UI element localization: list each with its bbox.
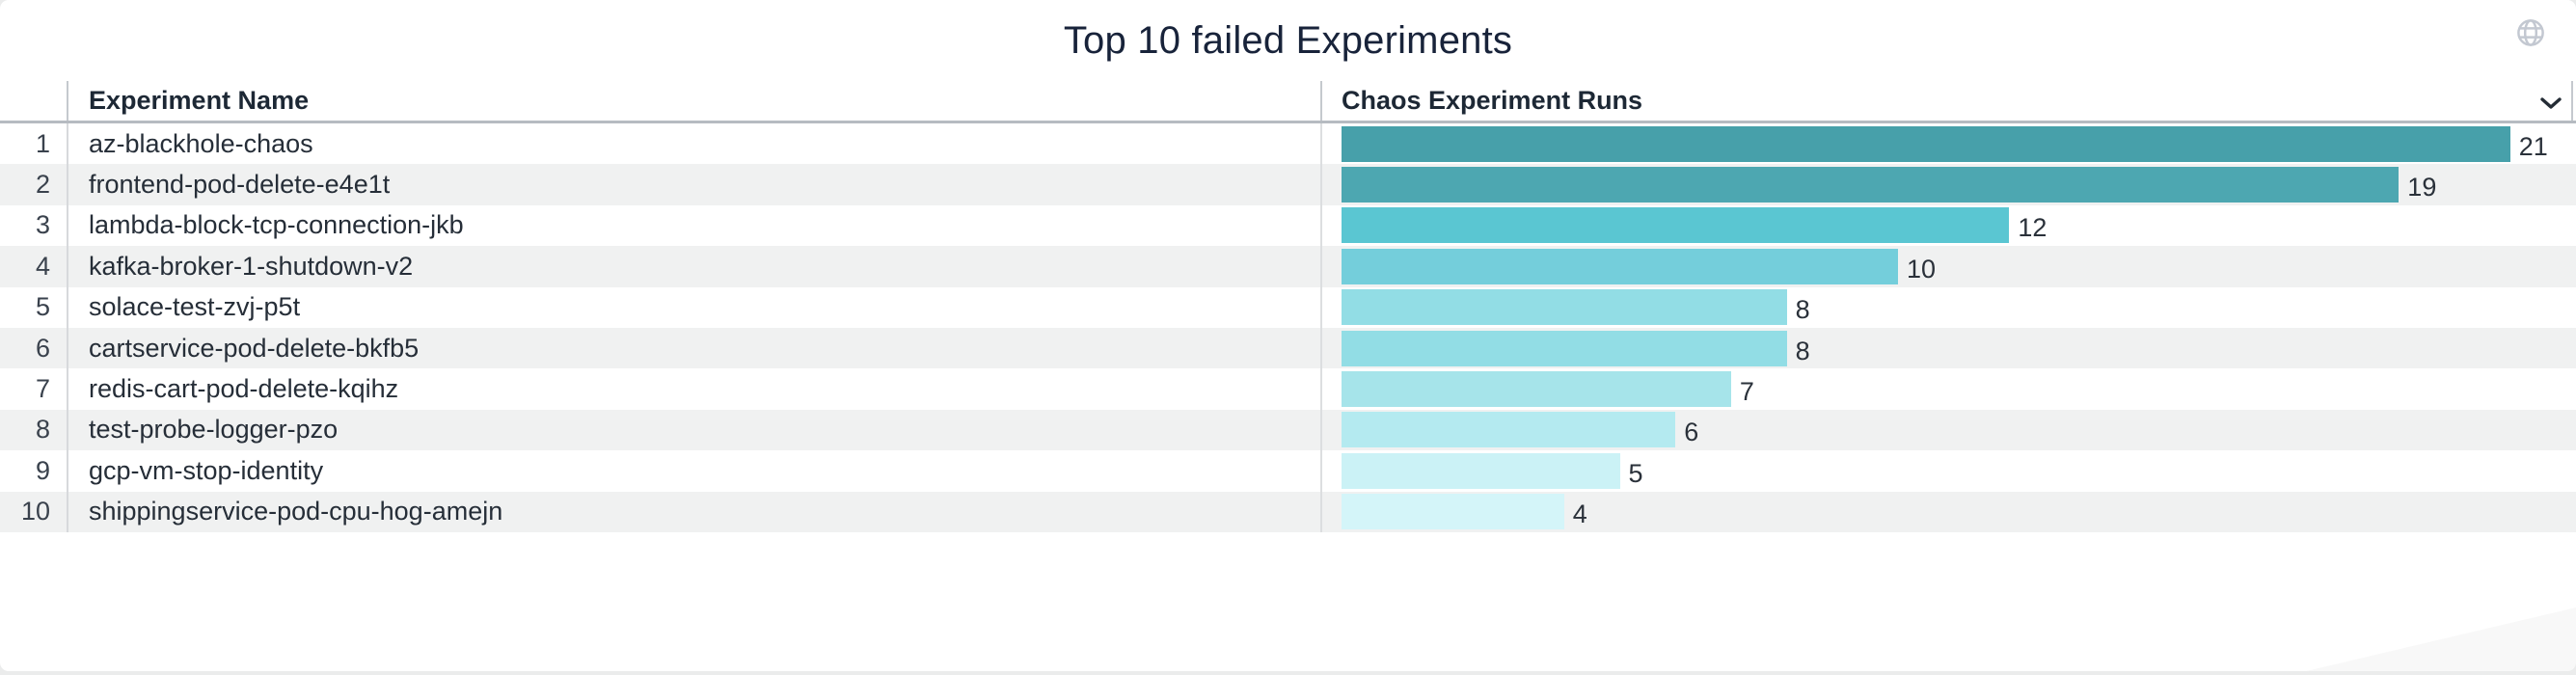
table-row: 6 cartservice-pod-delete-bkfb5 8 xyxy=(0,327,2576,369)
row-rank: 7 xyxy=(0,368,68,410)
row-rank: 6 xyxy=(0,327,68,369)
runs-cell: 6 xyxy=(1322,410,2576,450)
globe-icon xyxy=(2517,19,2544,46)
bar[interactable] xyxy=(1342,167,2400,203)
table-row: 4 kafka-broker-1-shutdown-v2 10 xyxy=(0,246,2576,287)
table-row: 5 solace-test-zvj-p5t 8 xyxy=(0,286,2576,328)
row-rank: 2 xyxy=(0,164,68,205)
table-row: 9 gcp-vm-stop-identity 5 xyxy=(0,450,2576,492)
runs-cell: 7 xyxy=(1322,368,2576,409)
bar-value-label: 7 xyxy=(1739,377,1754,407)
experiment-name: shippingservice-pod-cpu-hog-amejn xyxy=(68,491,1322,532)
bar-value-label: 19 xyxy=(2407,173,2437,202)
experiment-name: frontend-pod-delete-e4e1t xyxy=(68,164,1322,205)
row-rank: 8 xyxy=(0,409,68,451)
bar-value-label: 21 xyxy=(2518,131,2548,161)
runs-cell: 12 xyxy=(1322,205,2576,246)
bar[interactable] xyxy=(1342,248,1898,284)
table-header-row: Experiment Name Chaos Experiment Runs xyxy=(0,81,2576,123)
bar-value-label: 6 xyxy=(1684,418,1699,447)
experiment-name: solace-test-zvj-p5t xyxy=(68,286,1322,328)
runs-cell: 5 xyxy=(1322,450,2576,491)
bar-value-label: 12 xyxy=(2018,213,2047,243)
row-rank: 9 xyxy=(0,450,68,492)
table-row: 7 redis-cart-pod-delete-kqihz 7 xyxy=(0,368,2576,410)
rank-column-header xyxy=(0,81,68,121)
runs-cell: 8 xyxy=(1322,328,2576,368)
runs-cell: 10 xyxy=(1322,246,2576,286)
bar[interactable] xyxy=(1342,452,1620,489)
bar-value-label: 8 xyxy=(1795,295,1810,325)
column-header-label: Chaos Experiment Runs xyxy=(1342,86,1643,115)
bar-value-label: 10 xyxy=(1907,254,1937,284)
bar-value-label: 4 xyxy=(1572,500,1587,529)
bar[interactable] xyxy=(1342,494,1564,530)
column-header-chaos-experiment-runs[interactable]: Chaos Experiment Runs xyxy=(1322,81,2573,121)
bar[interactable] xyxy=(1342,412,1676,448)
corner-shading xyxy=(2306,608,2576,671)
row-rank: 3 xyxy=(0,204,68,247)
experiment-name: kafka-broker-1-shutdown-v2 xyxy=(68,246,1322,287)
table-row: 3 lambda-block-tcp-connection-jkb 12 xyxy=(0,204,2576,247)
row-rank: 10 xyxy=(0,491,68,532)
column-header-experiment-name[interactable]: Experiment Name xyxy=(68,81,1322,121)
experiment-name: redis-cart-pod-delete-kqihz xyxy=(68,368,1322,410)
experiment-name: az-blackhole-chaos xyxy=(68,123,1322,165)
runs-cell: 4 xyxy=(1322,492,2576,532)
experiment-name: lambda-block-tcp-connection-jkb xyxy=(68,204,1322,247)
bar-value-label: 8 xyxy=(1795,336,1810,365)
table-row: 8 test-probe-logger-pzo 6 xyxy=(0,409,2576,451)
bar[interactable] xyxy=(1342,330,1787,366)
row-rank: 1 xyxy=(0,123,68,165)
table-row: 1 az-blackhole-chaos 21 xyxy=(0,123,2576,165)
runs-cell: 21 xyxy=(1322,123,2576,164)
experiment-name: gcp-vm-stop-identity xyxy=(68,450,1322,492)
runs-cell: 19 xyxy=(1322,164,2576,204)
page-title: Top 10 failed Experiments xyxy=(1063,19,1513,62)
table-row: 10 shippingservice-pod-cpu-hog-amejn 4 xyxy=(0,491,2576,532)
row-rank: 4 xyxy=(0,246,68,287)
bar[interactable] xyxy=(1342,289,1787,326)
runs-cell: 8 xyxy=(1322,287,2576,328)
tile-header: Top 10 failed Experiments xyxy=(0,0,2576,81)
bar[interactable] xyxy=(1342,207,2010,244)
table-row: 2 frontend-pod-delete-e4e1t 19 xyxy=(0,164,2576,205)
column-header-label: Experiment Name xyxy=(89,86,310,115)
bar[interactable] xyxy=(1342,125,2510,162)
table-body: 1 az-blackhole-chaos 21 2 frontend-pod-d… xyxy=(0,123,2576,532)
experiment-name: cartservice-pod-delete-bkfb5 xyxy=(68,327,1322,369)
row-rank: 5 xyxy=(0,286,68,328)
experiment-name: test-probe-logger-pzo xyxy=(68,409,1322,451)
chevron-down-icon[interactable] xyxy=(2540,96,2562,109)
bar-value-label: 5 xyxy=(1628,458,1643,488)
bar[interactable] xyxy=(1342,371,1731,408)
